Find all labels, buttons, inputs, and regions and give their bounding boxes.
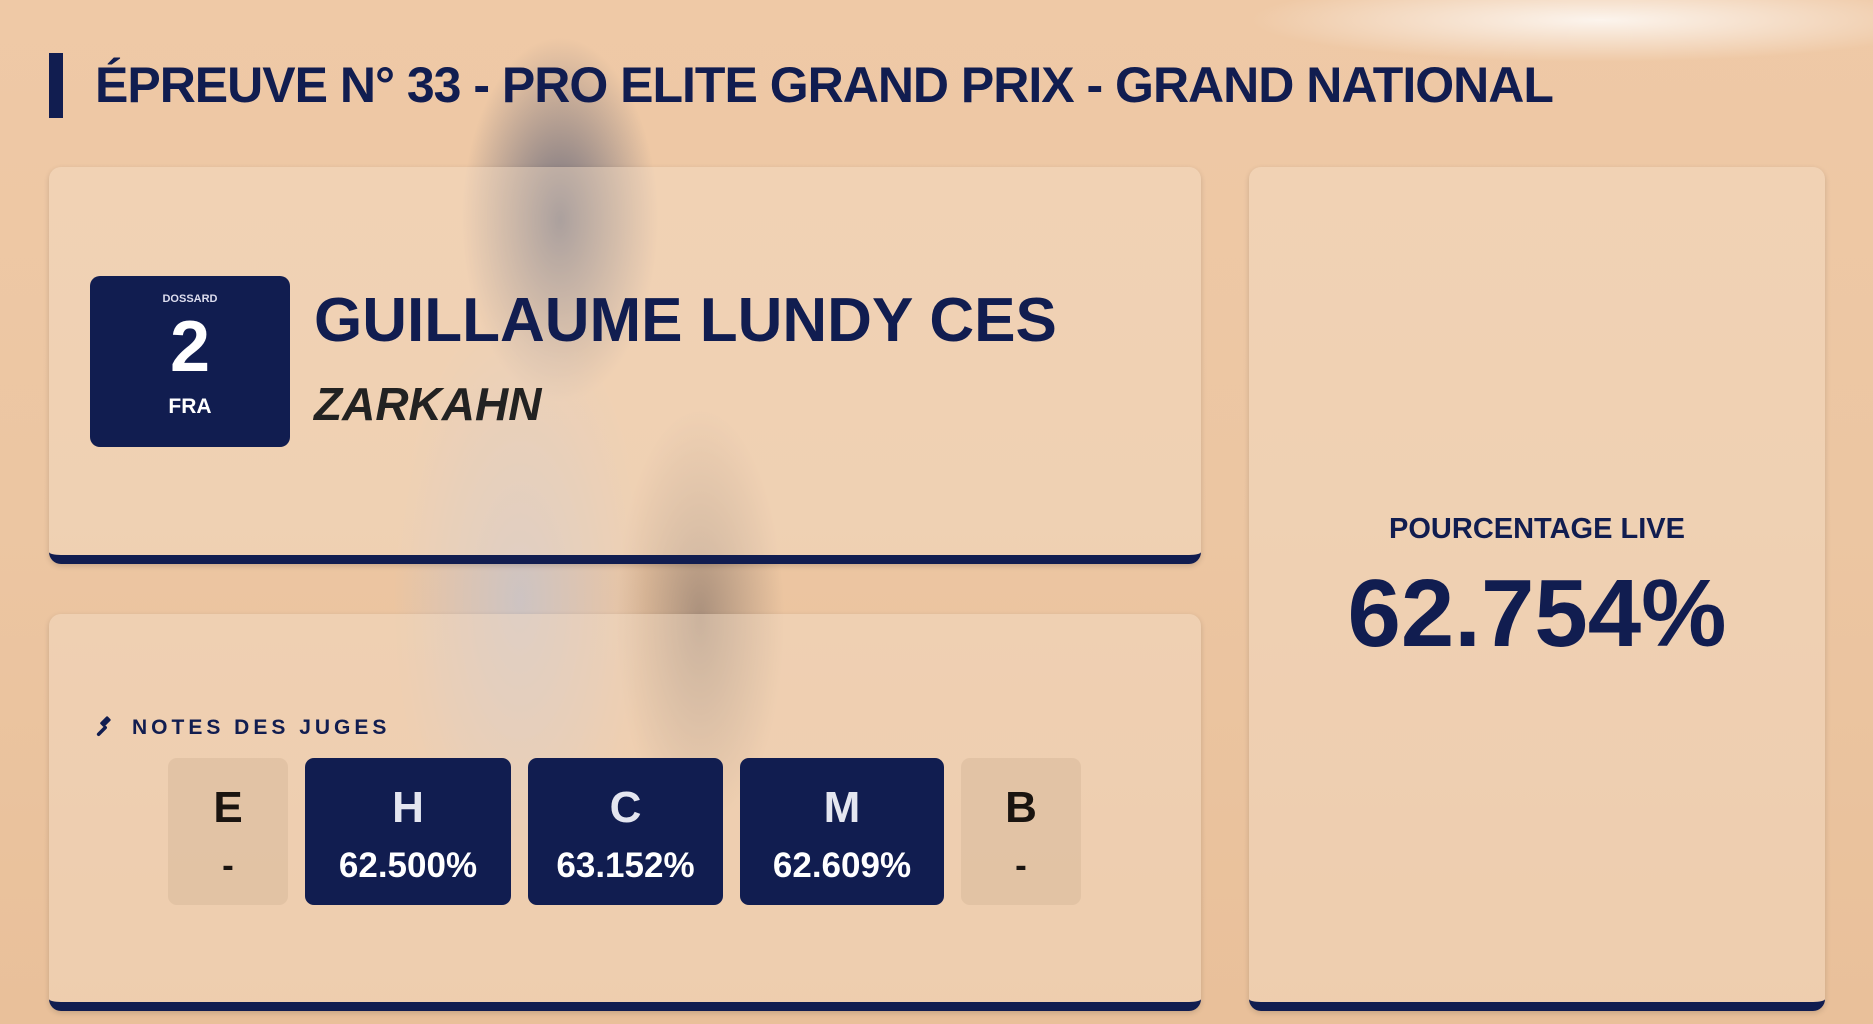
dossard-badge: DOSSARD 2 FRA — [90, 276, 290, 447]
page-title: ÉPREUVE N° 33 - PRO ELITE GRAND PRIX - G… — [95, 57, 1554, 113]
dossard-number: 2 — [169, 307, 211, 387]
horse-name: ZARKAHN — [314, 378, 542, 430]
judge-letter: C — [609, 783, 642, 832]
live-value: 62.754% — [1347, 560, 1727, 667]
judge-m: M 62.609% — [740, 758, 944, 905]
gavel-icon — [96, 716, 111, 736]
judge-letter: H — [392, 783, 424, 832]
judges-title: NOTES DES JUGES — [132, 716, 391, 739]
judge-score: - — [222, 846, 234, 885]
nation: FRA — [168, 395, 212, 418]
judge-letter: B — [1005, 783, 1037, 832]
live-percentage-card: POURCENTAGE LIVE 62.754% — [1249, 167, 1825, 1011]
judge-score: 63.152% — [556, 846, 695, 885]
judge-score: 62.609% — [772, 846, 912, 885]
judge-e: E - — [168, 758, 288, 905]
judge-h: H 62.500% — [305, 758, 511, 905]
title-accent-bar — [49, 53, 63, 118]
judges-header: NOTES DES JUGES — [92, 714, 390, 742]
judge-score: 62.500% — [338, 846, 478, 885]
live-label: POURCENTAGE LIVE — [1389, 513, 1685, 545]
rider-name: GUILLAUME LUNDY CES — [314, 286, 1057, 355]
judge-letter: E — [213, 783, 243, 832]
judge-c: C 63.152% — [528, 758, 723, 905]
judge-score: - — [1015, 846, 1027, 885]
dossard-label: DOSSARD — [162, 293, 218, 305]
rider-card: DOSSARD 2 FRA GUILLAUME LUNDY CES ZARKAH… — [49, 167, 1201, 564]
judge-b: B - — [961, 758, 1081, 905]
judge-letter: M — [823, 783, 861, 832]
judges-card: NOTES DES JUGES E - H 62.500% C 63.152% … — [49, 614, 1201, 1011]
